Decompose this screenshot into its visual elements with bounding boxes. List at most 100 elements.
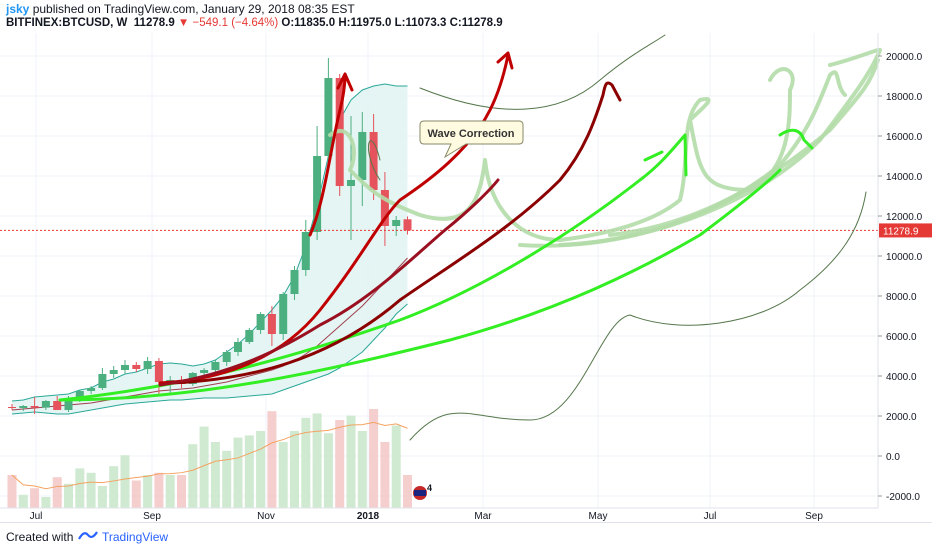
- small-olive-arc: [368, 140, 381, 181]
- candle-body: [64, 399, 73, 410]
- red-projection-2: [168, 81, 622, 385]
- ohlc-line: BITFINEX:BTCUSD, W 11278.9 ▼ −549.1 (−4.…: [6, 17, 503, 29]
- candle-body: [392, 220, 401, 226]
- candle-body: [222, 352, 231, 362]
- chart-header: jsky published on TradingView.com, Janua…: [0, 0, 932, 34]
- volume-bar: [30, 488, 40, 508]
- candle-body: [403, 219, 412, 231]
- callout-bubble: [419, 120, 524, 159]
- candle-body: [75, 391, 84, 399]
- author-link[interactable]: jsky: [6, 2, 30, 16]
- green-projection-1: [58, 168, 782, 402]
- moving-average-line: [11, 257, 408, 411]
- last-price: 11278.9: [133, 17, 175, 29]
- green-tip-2: [643, 150, 664, 162]
- volume-bar: [346, 415, 356, 508]
- wave-forecast-4: [608, 58, 880, 237]
- volume-bar: [177, 475, 186, 508]
- wave-forecast-3: [558, 48, 882, 247]
- symbol-label[interactable]: BITFINEX:BTCUSD, W: [6, 17, 128, 29]
- volume-bar: [290, 431, 299, 508]
- candle-body: [358, 132, 367, 180]
- candle-body: [313, 156, 322, 232]
- earnings-count: 4: [427, 483, 432, 493]
- candle-body: [19, 406, 28, 408]
- wave-correction-callout[interactable]: Wave Correction: [419, 120, 524, 159]
- close-value: C:11278.9: [449, 17, 503, 29]
- candle-body: [267, 314, 276, 334]
- volume-bar: [256, 431, 266, 508]
- price-chart[interactable]: 11278.9 20000.0 18000.0 16000.0 14000.0 1200…: [0, 33, 932, 521]
- time-axis[interactable]: Jul Sep Nov 2018 Mar May Jul Sep: [0, 507, 878, 521]
- volume-ma-line: [11, 421, 408, 490]
- last-price-tag-label: 11278.9: [883, 226, 919, 237]
- published-text: published on TradingView.com, January 29…: [32, 2, 355, 16]
- y-tick-label: 10000.0: [886, 252, 923, 263]
- volume-bar: [233, 437, 243, 508]
- tradingview-link[interactable]: TradingView: [102, 530, 169, 544]
- open-value: O:11835.0: [281, 17, 336, 29]
- candle-body: [154, 361, 163, 382]
- x-tick-label: Sep: [805, 511, 823, 521]
- candle-body: [324, 78, 333, 156]
- x-tick-label: 2018: [357, 511, 380, 521]
- tradingview-logo-icon[interactable]: [78, 529, 98, 543]
- x-tick-label: Nov: [257, 511, 275, 521]
- price-change: −549.1 (−4.64%): [192, 17, 279, 29]
- projection-upper-line: [419, 34, 666, 110]
- volume-bar: [403, 475, 412, 508]
- candle-body: [347, 180, 355, 186]
- y-tick-label: 12000.0: [886, 212, 923, 223]
- callout-text: Wave Correction: [427, 128, 514, 140]
- volume-bar: [210, 442, 220, 508]
- down-arrow-icon: ▼: [177, 17, 190, 29]
- candle-body: [380, 190, 389, 226]
- y-tick-label: 18000.0: [886, 92, 923, 103]
- candle-body: [41, 401, 50, 408]
- volume-bar: [41, 497, 51, 508]
- price-axis[interactable]: 20000.0 18000.0 16000.0 14000.0 12000.0 10000…: [877, 33, 923, 508]
- volume-bar: [301, 417, 311, 508]
- candle-body: [53, 401, 62, 410]
- x-tick-label: Jul: [704, 511, 717, 521]
- volume-bar: [312, 413, 322, 508]
- volume-bar: [154, 472, 164, 508]
- x-tick-label: May: [589, 511, 608, 521]
- volume-bar: [165, 475, 175, 508]
- volume-bar: [267, 411, 277, 508]
- y-tick-label: 20000.0: [886, 52, 923, 63]
- volume-bar: [278, 442, 288, 508]
- candle-body: [279, 294, 288, 334]
- footer-bar: Created with TradingView: [0, 522, 932, 551]
- volume-bar: [64, 483, 73, 508]
- candle-body: [245, 330, 254, 342]
- volume-bar: [335, 420, 345, 508]
- plot-area[interactable]: [0, 33, 878, 521]
- volume-bar: [391, 425, 401, 508]
- volume-bar: [18, 494, 28, 508]
- candle-body: [8, 407, 16, 408]
- candle-body: [369, 132, 378, 190]
- volume-bar: [188, 444, 198, 508]
- x-tick-label: Jul: [30, 511, 43, 521]
- volume-bar: [143, 475, 153, 508]
- y-tick-label: 4000.0: [886, 372, 917, 383]
- green-tip-arrow: [778, 128, 814, 150]
- candle-body: [30, 406, 39, 408]
- earnings-badge[interactable]: 4: [413, 483, 432, 500]
- drawings: [58, 34, 882, 441]
- candle-body: [132, 365, 141, 369]
- volume-bar: [380, 442, 390, 508]
- x-tick-label: Sep: [143, 511, 161, 521]
- candle-body: [256, 314, 265, 330]
- volume-bar: [86, 472, 96, 508]
- candle-body: [98, 374, 107, 388]
- created-with-text: Created with: [6, 530, 74, 544]
- y-tick-label: 2000.0: [886, 412, 917, 423]
- candle-body: [211, 362, 220, 370]
- volume-bar: [244, 435, 254, 508]
- volume-bar: [120, 455, 130, 508]
- candle-body: [234, 342, 242, 352]
- volume-bar: [199, 426, 209, 508]
- candle-body: [109, 370, 118, 374]
